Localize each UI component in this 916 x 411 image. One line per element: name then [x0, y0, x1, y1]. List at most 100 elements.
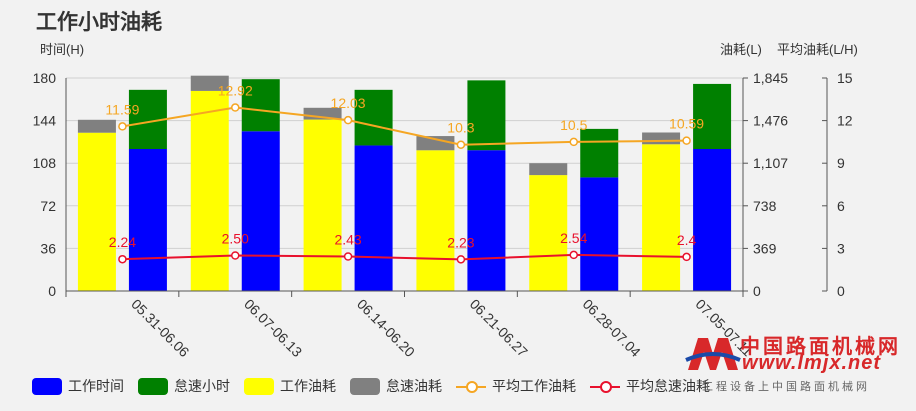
bar-series: [77, 75, 732, 291]
bar-工作油耗: [303, 119, 342, 291]
bar-工作时间: [128, 149, 167, 291]
bar-怠速油耗: [416, 136, 455, 151]
legend-label: 平均工作油耗: [492, 378, 576, 394]
right-axis-1-tick: 369: [753, 240, 777, 256]
bar-怠速小时: [467, 80, 506, 151]
bar-工作油耗: [416, 150, 455, 291]
legend-label: 怠速小时: [174, 378, 230, 394]
right-axis-2-tick: 12: [837, 113, 853, 129]
legend-label: 怠速油耗: [386, 378, 442, 394]
left-axis-tick: 36: [40, 240, 56, 256]
right-axis-1-tick: 1,845: [753, 70, 788, 86]
right-axis-2-label: 平均油耗(L/H): [777, 42, 858, 57]
bar-怠速油耗: [190, 75, 229, 91]
legend-swatch: [456, 378, 486, 395]
legend-item-work-fuel[interactable]: 工作油耗: [244, 376, 336, 396]
right-axis-1-tick: 738: [753, 198, 777, 214]
bar-工作时间: [580, 177, 619, 291]
legend-swatch: [138, 377, 168, 395]
line-series: 11.59 12.92 12.03 10.3 10.5 10.59 2.24 2.50 2.43…: [105, 83, 704, 264]
bar-怠速油耗: [529, 163, 568, 176]
line-point: [118, 122, 127, 131]
line-point: [231, 251, 240, 260]
right-axis-2-tick: 15: [837, 70, 853, 86]
bar-怠速小时: [693, 83, 732, 149]
line-data-label: 10.59: [669, 116, 704, 132]
legend-swatch: [32, 377, 62, 395]
line-data-label: 10.5: [560, 117, 587, 133]
bar-工作时间: [241, 131, 280, 291]
line-data-label: 11.59: [105, 101, 139, 117]
line-point: [343, 115, 353, 125]
legend-label: 工作时间: [68, 378, 124, 394]
watermark: 中国路面机械网 www.lmjx.net 工程设备上中国路面机械网: [680, 326, 916, 406]
bar-工作油耗: [529, 175, 568, 291]
bar-工作时间: [354, 145, 393, 291]
legend-label: 平均怠速油耗: [626, 378, 710, 394]
left-axis-tick: 0: [48, 283, 56, 299]
bar-工作油耗: [190, 90, 229, 291]
line-point: [569, 137, 578, 147]
line-point: [231, 103, 240, 112]
left-axis-label: 时间(H): [40, 42, 84, 57]
bar-怠速油耗: [303, 107, 342, 120]
right-axis-1-tick: 1,476: [753, 113, 788, 129]
legend-swatch: [244, 377, 274, 395]
bar-怠速小时: [354, 89, 393, 146]
line-data-label: 2.43: [334, 231, 361, 247]
left-axis-tick: 108: [33, 155, 57, 171]
right-axis-2-tick: 6: [837, 198, 845, 214]
line-point: [456, 255, 466, 264]
left-axis-tick: 72: [40, 198, 56, 214]
x-axis-tick-label: 06.28-07.04: [580, 296, 644, 360]
line-point: [569, 250, 578, 260]
x-axis-tick-label: 06.14-06.20: [354, 296, 418, 360]
line-data-label: 10.3: [447, 120, 474, 136]
right-axis-1-tick: 1,107: [753, 155, 788, 171]
watermark-sub: 工程设备上中国路面机械网: [702, 380, 870, 393]
line-平均工作油耗: [122, 106, 687, 146]
legend: 工作时间 怠速小时 工作油耗 怠速油耗 平均工作油耗 平均怠速油耗: [32, 376, 724, 396]
line-data-label: 2.50: [222, 231, 249, 247]
grid-lines: [66, 77, 743, 292]
bar-工作油耗: [77, 132, 116, 291]
line-data-label: 2.4: [677, 232, 697, 248]
line-data-label: 2.23: [447, 234, 474, 250]
x-axis-tick-label: 06.21-06.27: [467, 296, 531, 360]
line-平均怠速油耗: [122, 253, 687, 261]
legend-swatch: [350, 377, 380, 395]
legend-item-idle-fuel[interactable]: 怠速油耗: [350, 376, 442, 396]
line-data-label: 12.03: [331, 95, 366, 111]
legend-item-idle-hours[interactable]: 怠速小时: [138, 376, 230, 396]
legend-item-work-hours[interactable]: 工作时间: [32, 376, 124, 396]
legend-swatch: [590, 378, 620, 395]
line-data-label: 2.54: [560, 230, 587, 246]
right-axis-2-tick: 0: [837, 283, 845, 299]
bar-工作油耗: [642, 144, 681, 291]
chart-title: 工作小时油耗: [36, 11, 162, 34]
legend-label: 工作油耗: [280, 378, 336, 394]
right-axis-2-tick: 9: [837, 155, 845, 171]
x-axis-tick-label: 06.07-06.13: [241, 296, 305, 360]
line-data-label: 2.24: [109, 234, 136, 250]
x-axis-tick-label: 05.31-06.06: [128, 296, 192, 360]
bar-怠速油耗: [77, 119, 116, 133]
watermark-cn: 中国路面机械网: [740, 334, 901, 358]
line-data-label: 12.92: [218, 83, 253, 99]
bar-工作时间: [467, 150, 506, 291]
left-axis-tick: 180: [33, 70, 57, 86]
line-point: [682, 252, 691, 262]
bar-工作时间: [693, 149, 732, 291]
left-axis-tick: 144: [33, 113, 57, 129]
legend-item-avg-work-fuel[interactable]: 平均工作油耗: [456, 376, 576, 396]
right-axis-1-label: 油耗(L): [720, 42, 762, 57]
bar-怠速小时: [580, 128, 619, 178]
right-axis-1-tick: 0: [753, 283, 761, 299]
line-point: [343, 252, 353, 261]
watermark-logo-icon: [685, 338, 741, 370]
line-point: [456, 140, 466, 149]
bar-怠速小时: [241, 79, 280, 132]
right-axis-2-tick: 3: [837, 240, 845, 256]
legend-item-avg-idle-fuel[interactable]: 平均怠速油耗: [590, 376, 710, 396]
